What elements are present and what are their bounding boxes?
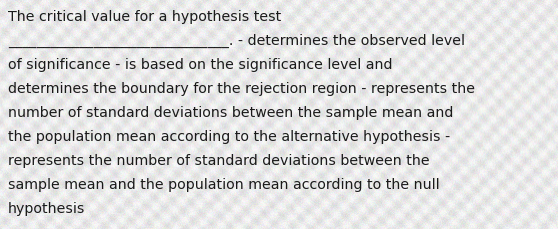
Text: of significance - is based on the significance level and: of significance - is based on the signif…	[8, 58, 392, 72]
Text: The critical value for a hypothesis test: The critical value for a hypothesis test	[8, 10, 281, 24]
Text: the population mean according to the alternative hypothesis -: the population mean according to the alt…	[8, 129, 450, 143]
Text: _______________________________. - determines the observed level: _______________________________. - deter…	[8, 34, 465, 48]
Text: number of standard deviations between the sample mean and: number of standard deviations between th…	[8, 106, 453, 120]
Text: represents the number of standard deviations between the: represents the number of standard deviat…	[8, 153, 430, 167]
Text: sample mean and the population mean according to the null: sample mean and the population mean acco…	[8, 177, 440, 191]
Text: hypothesis: hypothesis	[8, 201, 85, 215]
Text: determines the boundary for the rejection region - represents the: determines the boundary for the rejectio…	[8, 82, 475, 95]
